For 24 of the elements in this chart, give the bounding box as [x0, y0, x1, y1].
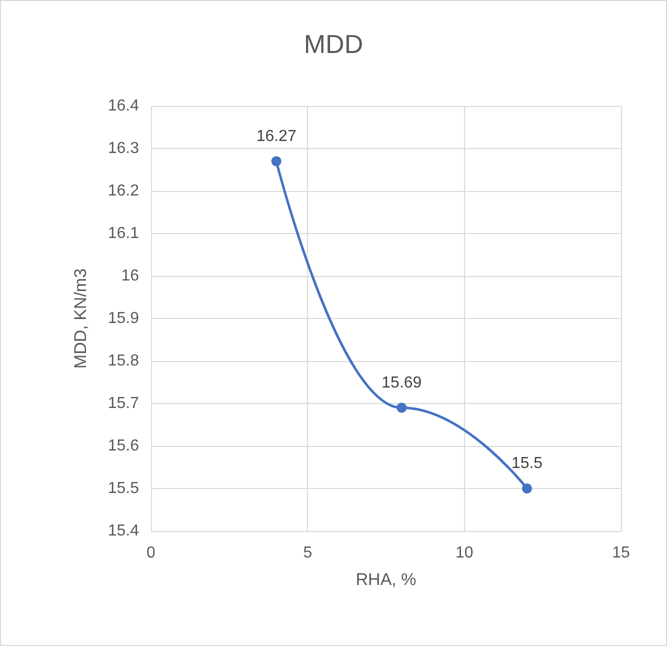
x-tick-label: 0	[146, 544, 156, 562]
x-tick-label: 5	[303, 544, 312, 562]
x-tick-label: 10	[455, 544, 474, 562]
y-tick-label: 16.1	[108, 225, 140, 242]
data-label: 16.27	[256, 128, 296, 145]
data-label: 15.69	[382, 374, 422, 392]
x-axis-title: RHA, %	[356, 570, 416, 589]
data-label: 15.5	[511, 455, 543, 472]
point	[396, 402, 407, 413]
y-tick-label: 16.2	[108, 182, 140, 200]
chart-title: MDD	[304, 29, 364, 59]
point	[522, 484, 532, 494]
y-tick-label: 15.8	[108, 352, 140, 370]
x-tick-label: 15	[612, 544, 630, 562]
y-tick-label: 16.3	[108, 140, 140, 157]
y-tick-label: 15.9	[108, 310, 140, 327]
y-tick-label: 16.4	[108, 98, 140, 114]
point	[271, 156, 282, 166]
y-axis-title: MDD, KN/m3	[71, 268, 90, 369]
y-tick-label: 16	[121, 268, 140, 284]
y-tick-label: 15.4	[108, 522, 140, 540]
y-tick-label: 15.5	[108, 480, 140, 497]
y-tick-label: 15.7	[108, 395, 140, 412]
y-tick-label: 15.6	[108, 438, 140, 454]
